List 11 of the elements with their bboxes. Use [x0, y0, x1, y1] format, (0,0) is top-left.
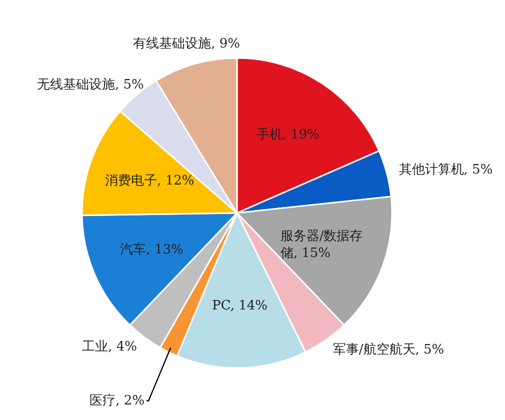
slice-label: 工业, 4%: [82, 338, 137, 356]
slice-label: 汽车, 13%: [120, 242, 184, 259]
slice-label: 服务器/数据存储, 15%: [280, 228, 364, 262]
slice-label: 军事/航空航天, 5%: [332, 342, 444, 359]
slice-label: PC, 14%: [212, 297, 268, 314]
slice-label: 消费电子, 12%: [105, 172, 194, 190]
slice-label: 手机, 19%: [256, 126, 320, 144]
slice-label: 无线基础设施, 5%: [36, 76, 144, 94]
slice-label: 有线基础设施, 9%: [133, 35, 240, 52]
slice-label: 医疗, 2%: [90, 392, 145, 410]
slice-label: 其他计算机, 5%: [398, 162, 493, 179]
